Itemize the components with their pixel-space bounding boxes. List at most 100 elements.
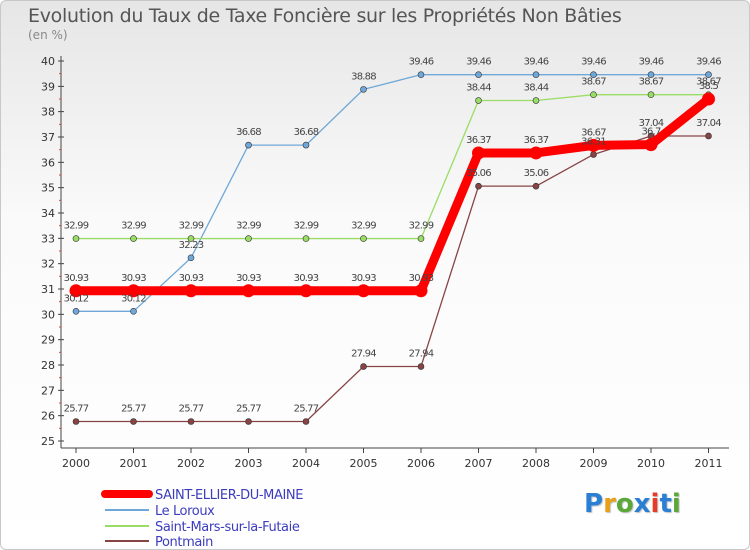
data-point <box>302 141 310 149</box>
data-label: 32.99 <box>236 221 261 232</box>
data-point <box>702 92 715 106</box>
data-label: 30.93 <box>351 273 376 284</box>
y-tick-label: 37 <box>41 131 55 144</box>
x-tick-label: 2008 <box>522 457 550 470</box>
x-tick-label: 2009 <box>580 457 608 470</box>
data-point <box>72 307 80 315</box>
y-tick-label: 27 <box>41 384 55 397</box>
data-label: 25.77 <box>236 403 261 414</box>
data-point <box>532 97 540 104</box>
data-label: 32.99 <box>121 221 146 232</box>
data-point <box>644 138 658 152</box>
proxiti-logo: Proxiti <box>584 489 681 519</box>
data-label: 27.94 <box>351 349 376 360</box>
data-point <box>647 91 655 98</box>
legend-label: Le Loroux <box>155 504 215 519</box>
logo-letter: t <box>659 489 672 519</box>
data-point <box>187 418 195 425</box>
x-tick-label: 2011 <box>695 457 723 470</box>
x-tick-label: 2001 <box>120 457 148 470</box>
data-label: 25.77 <box>294 403 319 414</box>
data-label: 38.88 <box>351 71 376 82</box>
data-label: 38.44 <box>466 83 491 94</box>
data-label: 36.31 <box>581 136 606 147</box>
data-label: 39.46 <box>524 57 549 68</box>
data-point <box>587 138 600 152</box>
x-tick-label: 2010 <box>637 457 665 470</box>
data-label: 25.77 <box>64 403 89 414</box>
logo-letter: i <box>671 489 681 519</box>
data-label: 30.93 <box>64 273 89 284</box>
data-label: 32.99 <box>351 221 376 232</box>
y-tick-label: 33 <box>41 232 55 245</box>
data-label: 36.68 <box>236 127 261 138</box>
data-point <box>360 86 367 93</box>
data-label: 30.93 <box>121 273 146 284</box>
logo-letter: P <box>584 489 604 519</box>
logo-letter: i <box>650 489 660 519</box>
data-label: 39.46 <box>696 57 721 68</box>
data-point <box>360 235 367 242</box>
data-label: 38.67 <box>639 77 664 88</box>
logo-letter: r <box>603 489 616 519</box>
data-label: 36.68 <box>294 127 319 138</box>
data-point <box>187 254 195 262</box>
series-lines <box>69 71 715 425</box>
x-tick-label: 2007 <box>465 457 493 470</box>
data-point <box>475 182 482 190</box>
y-tick-label: 25 <box>41 435 55 448</box>
data-label: 36.37 <box>524 135 549 146</box>
data-point <box>472 146 485 160</box>
y-tick-label: 38 <box>41 106 55 119</box>
data-point <box>360 363 367 370</box>
data-point <box>245 141 252 149</box>
data-label: 36.7 <box>641 127 661 138</box>
data-label: 25.77 <box>179 403 204 414</box>
data-label: 37.04 <box>639 118 664 129</box>
data-label: 36.37 <box>466 135 491 146</box>
data-label: 38.44 <box>524 83 549 94</box>
data-point <box>532 71 540 78</box>
logo-letter: x <box>633 489 651 519</box>
y-tick-label: 26 <box>41 410 55 423</box>
data-point <box>302 418 310 425</box>
series-line <box>75 74 710 312</box>
y-tick-label: 39 <box>41 80 55 93</box>
data-point <box>414 284 428 298</box>
data-point <box>130 235 137 242</box>
y-tick-label: 29 <box>41 334 55 347</box>
data-point <box>299 284 313 298</box>
data-point <box>647 71 655 78</box>
data-point <box>72 418 80 425</box>
chart-title: Evolution du Taux de Taxe Foncière sur l… <box>28 5 622 27</box>
data-point <box>245 235 252 242</box>
data-label: 32.99 <box>64 221 89 232</box>
data-labels: 30.93 30.93 30.93 30.93 30.93 30.93 30.93 36.37… <box>64 57 722 415</box>
x-tick-label: 2000 <box>62 457 90 470</box>
data-point <box>187 235 195 242</box>
data-point <box>590 91 597 98</box>
legend-label: SAINT-ELLIER-DU-MAINE <box>155 488 303 503</box>
series-line <box>75 94 710 240</box>
data-label: 32.23 <box>179 240 204 251</box>
data-label: 39.46 <box>639 57 664 68</box>
x-tick-label: 2005 <box>350 457 378 470</box>
y-tick-label: 36 <box>41 156 55 169</box>
data-label: 30.93 <box>236 273 261 284</box>
x-tick-label: 2006 <box>407 457 435 470</box>
data-label: 30.93 <box>179 273 204 284</box>
x-tick-label: 2003 <box>235 457 263 470</box>
data-label: 30.93 <box>409 273 434 284</box>
data-point <box>590 151 597 158</box>
data-label: 32.99 <box>179 221 204 232</box>
y-tick-label: 40 <box>41 55 55 68</box>
data-point <box>417 71 425 78</box>
y-tick-label: 30 <box>41 308 55 321</box>
data-point <box>245 418 252 425</box>
data-point <box>242 284 255 298</box>
x-tick-label: 2002 <box>177 457 205 470</box>
data-point <box>705 132 712 140</box>
data-label: 38.67 <box>581 77 606 88</box>
